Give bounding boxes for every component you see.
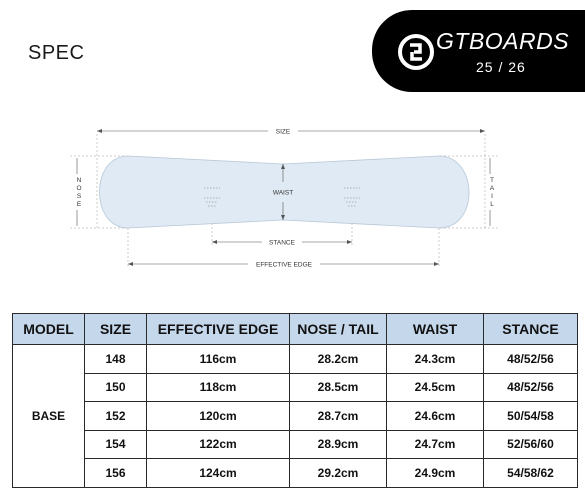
column-header: SIZE <box>84 313 147 345</box>
nose-tail-cell: 28.7cm <box>289 401 387 431</box>
nose-tail-cell: 28.2cm <box>289 344 387 374</box>
model-cell: BASE <box>12 344 85 488</box>
waist-cell: 24.7cm <box>386 429 484 459</box>
size-cell: 150 <box>84 372 147 402</box>
waist-cell: 24.3cm <box>386 344 484 374</box>
effective-edge-cell: 124cm <box>146 458 290 488</box>
column-header: STANCE <box>483 313 578 345</box>
effective-edge-dimension: EFFECTIVE EDGE <box>128 262 439 269</box>
table-row: 156 124cm 29.2cm 24.9cm 54/58/62 <box>13 458 578 488</box>
brand-name: GTBOARDS <box>436 28 570 54</box>
table-row: BASE 148 116cm 28.2cm 24.3cm 48/52/56 <box>12 344 578 488</box>
stance-cell: 52/56/60 <box>483 429 578 459</box>
effective-edge-cell: 122cm <box>146 429 290 459</box>
table-row: 154 122cm 28.9cm 24.7cm 52/56/60 <box>13 429 578 459</box>
spec-table: MODEL SIZE EFFECTIVE EDGE NOSE / TAIL WA… <box>12 313 578 488</box>
board-diagram: SIZE <box>0 118 585 278</box>
effective-edge-cell: 116cm <box>146 344 290 374</box>
stance-cell: 50/54/58 <box>483 401 578 431</box>
insert-pattern-right <box>344 187 360 207</box>
table-row: 152 120cm 28.7cm 24.6cm 50/54/58 <box>13 401 578 431</box>
stance-cell: 54/58/62 <box>483 458 578 488</box>
stance-cell: 48/52/56 <box>483 372 578 402</box>
table-row: 150 118cm 28.5cm 24.5cm 48/52/56 <box>13 372 578 402</box>
effective-edge-label: EFFECTIVE EDGE <box>256 262 313 269</box>
snowboard-outline <box>99 155 470 229</box>
size-dimension: SIZE <box>97 129 485 136</box>
column-header: NOSE / TAIL <box>289 313 387 345</box>
nose-tail-cell: 28.9cm <box>289 429 387 459</box>
size-cell: 154 <box>84 429 147 459</box>
size-cell: 152 <box>84 401 147 431</box>
waist-cell: 24.6cm <box>386 401 484 431</box>
brand-badge: GTBOARDS 25 / 26 <box>372 10 585 92</box>
table-header-row: MODEL SIZE EFFECTIVE EDGE NOSE / TAIL WA… <box>12 313 578 345</box>
nose-tail-cell: 29.2cm <box>289 458 387 488</box>
page-title: SPEC <box>28 42 85 64</box>
size-label: SIZE <box>276 129 291 136</box>
waist-dimension: WAIST <box>273 164 293 220</box>
size-cell: 156 <box>84 458 147 488</box>
stance-label: STANCE <box>269 240 296 247</box>
waist-cell: 24.5cm <box>386 372 484 402</box>
size-cell: 148 <box>84 344 147 374</box>
column-header: WAIST <box>386 313 484 345</box>
stance-dimension: STANCE <box>212 240 352 247</box>
brand-season: 25 / 26 <box>476 59 526 75</box>
nose-tail-cell: 28.5cm <box>289 372 387 402</box>
column-header: MODEL <box>12 313 85 345</box>
waist-label: WAIST <box>273 190 293 197</box>
effective-edge-cell: 120cm <box>146 401 290 431</box>
gtboards-logo-icon <box>398 34 434 70</box>
column-header: EFFECTIVE EDGE <box>146 313 290 345</box>
stance-cell: 48/52/56 <box>483 344 578 374</box>
waist-cell: 24.9cm <box>386 458 484 488</box>
insert-pattern-left <box>204 187 220 207</box>
effective-edge-cell: 118cm <box>146 372 290 402</box>
